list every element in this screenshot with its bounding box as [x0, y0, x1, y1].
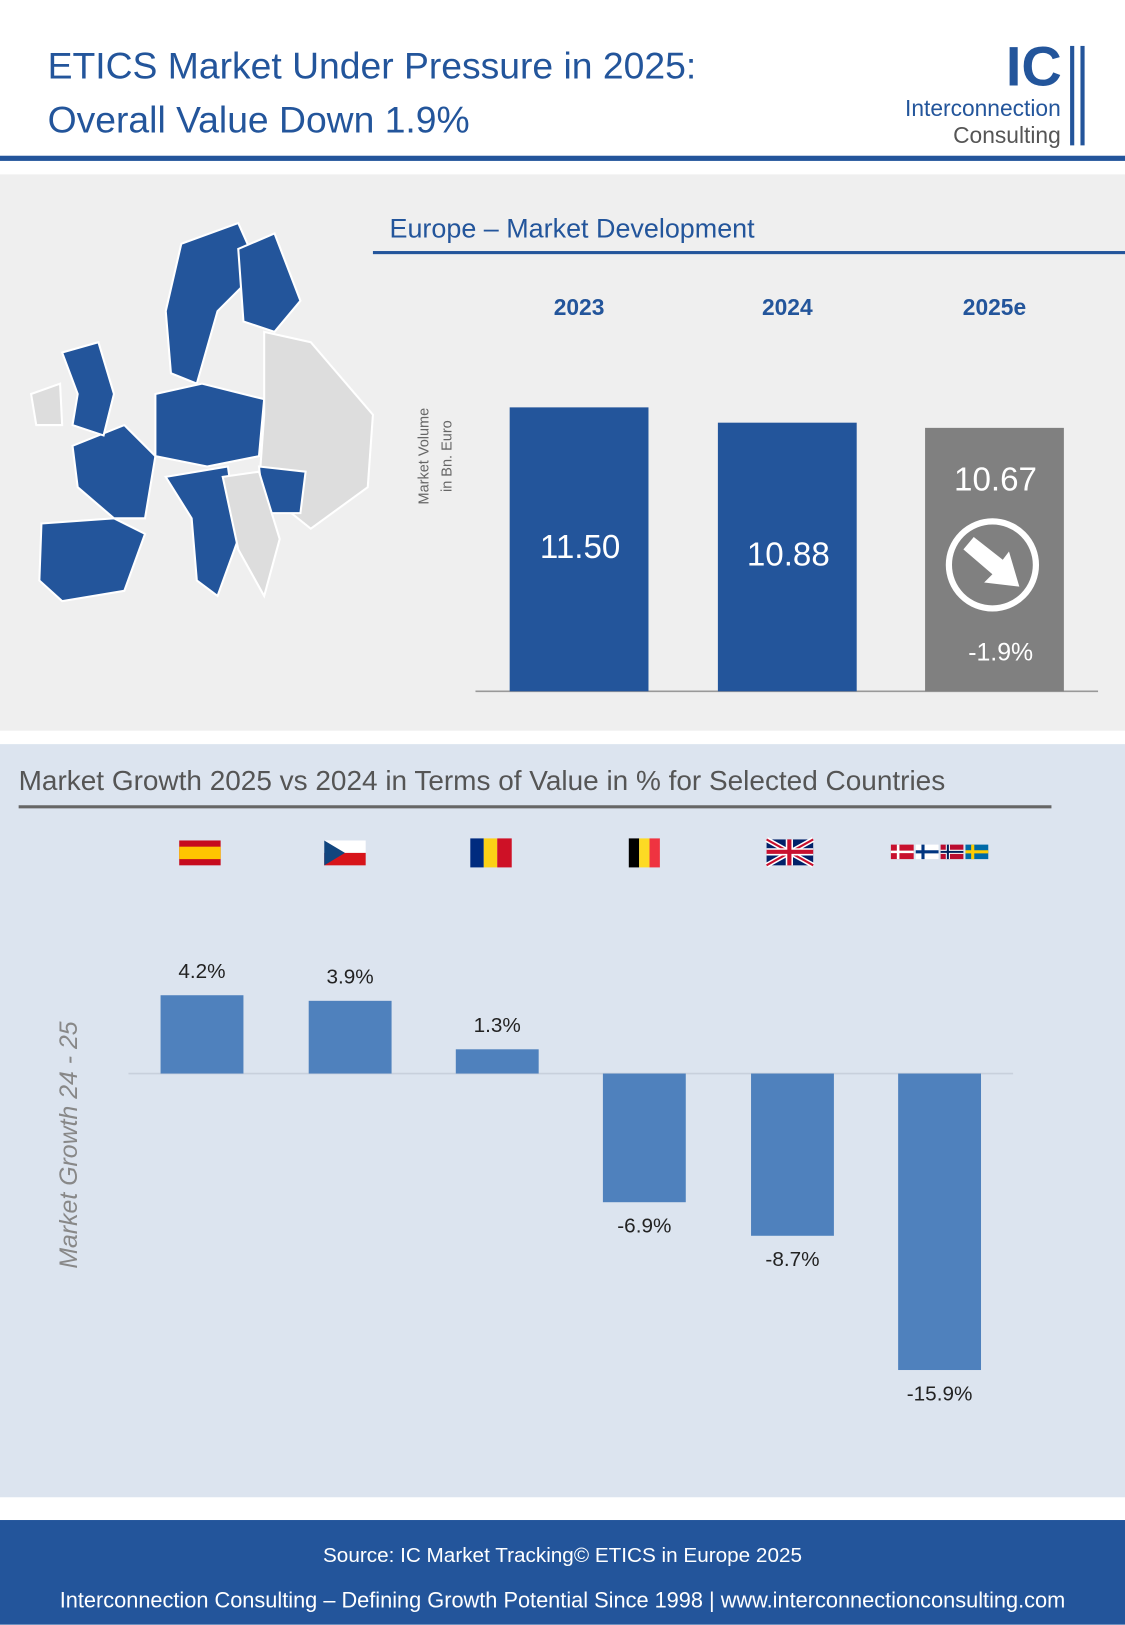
- bar: [751, 1073, 834, 1236]
- title: Overall Value Down 1.9%: [48, 98, 470, 140]
- logo-text: Consulting: [953, 122, 1061, 148]
- title-rule: [18, 805, 1052, 809]
- value-label: -15.9%: [907, 1382, 973, 1405]
- y-axis-label: Market Volume: [417, 408, 433, 505]
- value-label: 11.50: [540, 529, 620, 566]
- trend-arrow: [963, 536, 1020, 587]
- europe-map: [29, 221, 374, 603]
- chart-title: Europe – Market Development: [390, 213, 756, 243]
- category-label: 2025e: [963, 294, 1026, 320]
- title: ETICS Market Under Pressure in 2025:: [48, 45, 697, 87]
- bar: [308, 1000, 392, 1074]
- y-axis-label: in Bn. Euro: [439, 420, 455, 492]
- bar: [160, 995, 244, 1074]
- value-label: -8.7%: [765, 1248, 819, 1271]
- value-label: 10.88: [747, 537, 830, 574]
- logo-mark: IC: [1006, 35, 1062, 98]
- value-label: 3.9%: [327, 966, 374, 989]
- title-rule: [372, 251, 1125, 255]
- footer: [0, 1520, 1125, 1625]
- bar: [509, 407, 649, 692]
- chart-title: Market Growth 2025 vs 2024 in Terms of V…: [19, 765, 946, 796]
- bar: [898, 1073, 982, 1371]
- value-label: -6.9%: [617, 1215, 671, 1238]
- y-axis-label: Market Growth 24 - 25: [55, 1021, 83, 1268]
- footer-tagline: Interconnection Consulting – Defining Gr…: [60, 1588, 1066, 1613]
- logo-bar: [1080, 45, 1085, 146]
- value-label: 10.67: [954, 461, 1037, 498]
- logo-bar: [1070, 45, 1075, 146]
- category-label: 2023: [554, 294, 605, 320]
- bar: [455, 1049, 539, 1074]
- bar: [602, 1073, 686, 1203]
- value-label: 1.3%: [474, 1014, 521, 1037]
- value-label: 4.2%: [178, 960, 225, 983]
- category-label: 2024: [762, 294, 813, 320]
- trend-icon: [945, 518, 1040, 612]
- bar: [717, 422, 857, 692]
- logo-text: Interconnection: [905, 95, 1061, 121]
- flags: [179, 837, 989, 868]
- footer-source: Source: IC Market Tracking© ETICS in Eur…: [323, 1544, 802, 1567]
- annotation: -1.9%: [968, 639, 1033, 667]
- header-rule: [0, 155, 1125, 161]
